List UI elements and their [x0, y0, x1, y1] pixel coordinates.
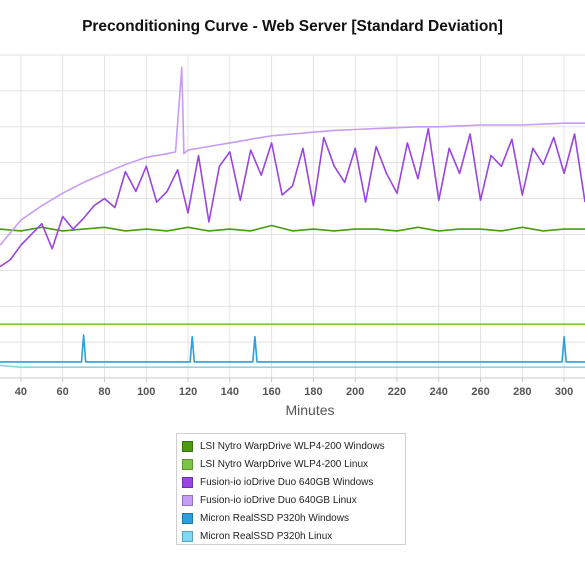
- x-tick-label: 180: [304, 386, 322, 398]
- x-tick-label: 140: [221, 386, 239, 398]
- x-tick-label: 120: [179, 386, 197, 398]
- legend-swatch: [182, 458, 193, 470]
- legend-item: Fusion-io ioDrive Duo 640GB Linux: [182, 491, 405, 509]
- chart-title: Preconditioning Curve - Web Server [Stan…: [82, 18, 503, 35]
- x-tick-label: 300: [555, 386, 573, 398]
- legend-item: LSI Nytro WarpDrive WLP4-200 Linux: [182, 455, 405, 473]
- legend-swatch: [182, 494, 193, 506]
- legend-item: LSI Nytro WarpDrive WLP4-200 Windows: [182, 437, 405, 455]
- series-line-6: [0, 364, 585, 369]
- legend-label: LSI Nytro WarpDrive WLP4-200 Linux: [200, 458, 369, 470]
- legend-label: LSI Nytro WarpDrive WLP4-200 Windows: [200, 440, 385, 452]
- x-tick-label: 280: [513, 386, 531, 398]
- legend-swatch: [182, 440, 193, 452]
- series-line-3: [0, 127, 585, 268]
- x-axis-title: Minutes: [285, 402, 335, 418]
- x-axis: 40 60 80 100 120 140 160 180 200 220 240 260 280 300: [0, 377, 585, 398]
- x-tick-label: 200: [346, 386, 364, 398]
- x-tick-label: 100: [137, 386, 155, 398]
- grid-lines: [0, 54, 585, 379]
- x-tick-label: 160: [262, 386, 280, 398]
- legend: LSI Nytro WarpDrive WLP4-200 Windows LSI …: [176, 433, 406, 545]
- x-tick-label: 260: [471, 386, 489, 398]
- legend-item: Micron RealSSD P320h Windows: [182, 509, 405, 527]
- series-lines: [0, 66, 585, 369]
- x-tick-label: 40: [15, 386, 27, 398]
- x-tick-label: 220: [388, 386, 406, 398]
- legend-item: Micron RealSSD P320h Linux: [182, 527, 405, 545]
- legend-label: Fusion-io ioDrive Duo 640GB Windows: [200, 476, 374, 488]
- legend-swatch: [182, 476, 193, 488]
- legend-label: Micron RealSSD P320h Windows: [200, 512, 349, 524]
- legend-label: Micron RealSSD P320h Linux: [200, 530, 333, 542]
- legend-item: Fusion-io ioDrive Duo 640GB Windows: [182, 473, 405, 491]
- legend-swatch: [182, 512, 193, 524]
- legend-label: Fusion-io ioDrive Duo 640GB Linux: [200, 494, 357, 506]
- series-line-4: [0, 66, 585, 246]
- x-tick-label: 80: [98, 386, 110, 398]
- chart-plot-area: 40 60 80 100 120 140 160 180 200 220 240 260 280 300: [0, 54, 585, 398]
- x-tick-label: 240: [430, 386, 448, 398]
- series-line-1: [0, 224, 585, 232]
- legend-swatch: [182, 530, 193, 542]
- series-line-5: [0, 334, 585, 363]
- x-tick-label: 60: [57, 386, 69, 398]
